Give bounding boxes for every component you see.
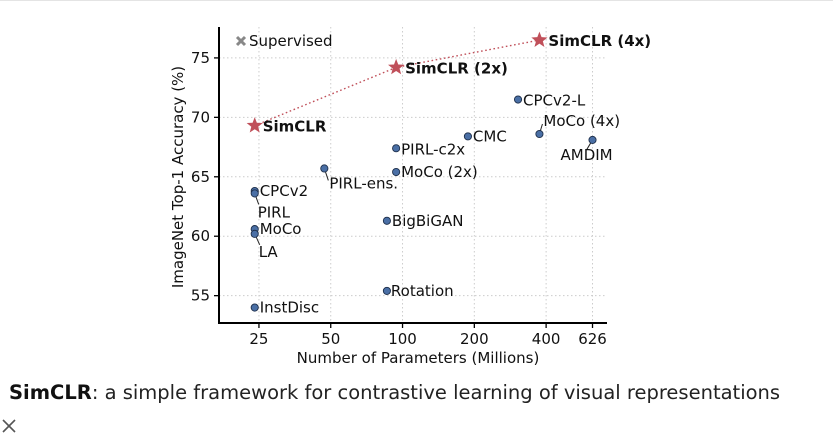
label-simclr-2x: SimCLR (2x) <box>405 59 508 77</box>
label-cmc: CMC <box>473 127 507 145</box>
point-cmc <box>463 132 472 141</box>
simclr-trend-line <box>254 39 540 127</box>
point-bigbigan <box>382 216 391 225</box>
point-instdisc <box>250 303 259 312</box>
label-rotation: Rotation <box>391 282 454 300</box>
accuracy-vs-params-chart: 25 50 100 200 400 626 55 60 65 70 75 Number of Para… <box>169 27 651 367</box>
x-tick-label: 200 <box>460 330 489 348</box>
legend-supervised-marker <box>235 35 247 47</box>
label-pirl-c2x: PIRL-c2x <box>401 140 465 158</box>
point-pirl-c2x <box>392 144 401 153</box>
point-rotation <box>382 286 391 295</box>
label-cpcv2: CPCv2 <box>260 182 308 200</box>
close-icon[interactable] <box>0 415 20 437</box>
y-tick-label: 70 <box>191 108 210 126</box>
caption-text: : a simple framework for contrastive lea… <box>91 381 781 404</box>
point-cpcv2-l <box>513 95 523 104</box>
x-tick-label: 626 <box>578 330 607 348</box>
x-tick-label: 400 <box>532 330 561 348</box>
label-la: LA <box>259 243 279 261</box>
caption-bold: SimCLR <box>9 381 92 404</box>
label-simclr: SimCLR <box>263 118 327 136</box>
label-moco-4x: MoCo (4x) <box>543 112 620 130</box>
y-tick-label: 55 <box>191 287 210 305</box>
legend-x-stroke <box>235 35 247 47</box>
point-simclr-2x <box>388 58 405 75</box>
label-bigbigan: BigBiGAN <box>392 212 464 230</box>
point-moco-4x <box>535 129 544 139</box>
x-tick-label: 50 <box>321 330 340 348</box>
point-la <box>250 229 259 238</box>
label-simclr-4x: SimCLR (4x) <box>548 32 651 50</box>
y-tick-label: 65 <box>191 168 210 186</box>
label-moco-2x: MoCo (2x) <box>401 163 478 181</box>
point-simclr-4x <box>531 31 548 47</box>
y-axis-label: ImageNet Top-1 Accuracy (%) <box>169 66 187 288</box>
label-moco: MoCo <box>260 220 302 238</box>
label-pirl-ens: PIRL-ens. <box>329 174 398 192</box>
point-moco-2x <box>392 167 401 177</box>
label-pirl: PIRL <box>258 203 291 221</box>
x-axis-label: Number of Parameters (Millions) <box>297 349 540 367</box>
y-tick-label: 75 <box>191 49 210 67</box>
point-simclr <box>246 117 263 133</box>
point-pirl-ens <box>320 164 329 173</box>
x-tick-label: 25 <box>249 330 268 348</box>
top-divider <box>0 0 833 1</box>
label-amdim: AMDIM <box>561 146 613 164</box>
point-pirl <box>250 189 259 198</box>
y-tick-label: 60 <box>191 227 210 245</box>
x-tick-label: 100 <box>388 330 417 348</box>
point-amdim <box>588 135 597 144</box>
label-instdisc: InstDisc <box>260 299 319 317</box>
legend-label: Supervised <box>249 32 333 50</box>
label-cpcv2-l: CPCv2-L <box>523 92 586 110</box>
figure-caption: SimCLR: a simple framework for contrasti… <box>9 381 780 404</box>
